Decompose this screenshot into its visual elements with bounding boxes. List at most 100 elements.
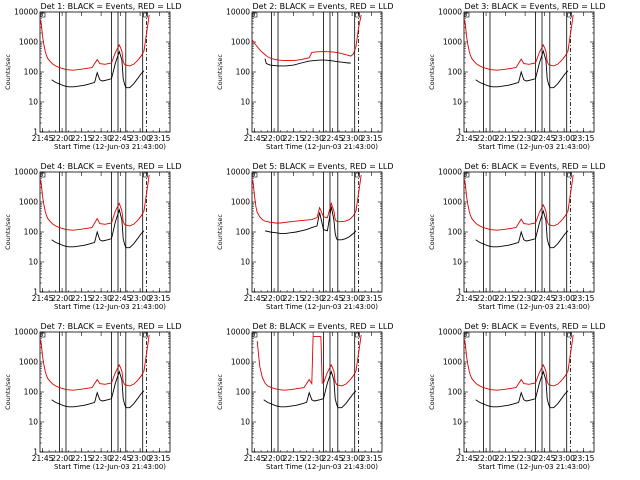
x-tick-label: 21:45 [32,454,54,463]
x-tick-label: 22:00 [475,454,497,463]
series-line-lld [39,334,150,391]
y-tick-label: 100 [448,228,463,237]
x-axis-label: Start Time (12-Jun-03 21:43:00) [54,143,166,151]
y-tick-label: 100 [236,388,251,397]
series-line-events [475,209,569,249]
y-tick-label: 10000 [14,328,38,337]
y-tick-label: 10000 [226,168,250,177]
series-line-lld [463,174,574,231]
x-tick-label: 22:30 [90,454,112,463]
y-tick-label: 100 [24,228,39,237]
chart-svg: Det 7: BLACK = Events, RED = LLD 1 10 100 10… [4,322,181,471]
x-tick-label: 22:00 [475,294,497,303]
y-tick-label: 10 [240,98,250,107]
detector-panel-2: Det 2: BLACK = Events, RED = LLD 1 10 100 10… [212,0,422,160]
y-tick-label: 10 [452,98,462,107]
x-tick-label: 23:15 [361,294,383,303]
y-axis-label: Counts/sec [428,214,436,250]
x-tick-label: 21:45 [244,294,266,303]
x-tick-label: 22:45 [534,294,556,303]
y-tick-label: 1 [457,128,462,137]
x-tick-label: 22:45 [322,454,344,463]
y-tick-label: 1000 [19,198,38,207]
y-tick-label: 1000 [19,358,38,367]
y-tick-label: 10000 [226,8,250,17]
x-tick-label: 23:15 [149,294,171,303]
y-tick-label: 1000 [231,358,250,367]
corner-marker-right [567,172,572,178]
x-tick-label: 22:30 [514,294,536,303]
x-tick-label: 22:00 [475,134,497,143]
chart-svg: Det 4: BLACK = Events, RED = LLD 1 10 100 10… [4,162,181,311]
x-tick-label: 22:45 [110,134,132,143]
corner-marker-right [355,172,360,178]
chart-svg: Det 3: BLACK = Events, RED = LLD 1 10 100 10… [428,2,605,151]
y-tick-label: 1000 [443,358,462,367]
y-axis-label: Counts/sec [428,374,436,410]
x-tick-label: 22:30 [302,454,324,463]
y-tick-label: 1000 [443,38,462,47]
y-tick-label: 1000 [443,198,462,207]
corner-marker-right [567,332,572,338]
x-axis-label: Start Time (12-Jun-03 21:43:00) [266,303,378,311]
x-axis-label: Start Time (12-Jun-03 21:43:00) [54,463,166,471]
y-tick-label: 100 [448,388,463,397]
chart-title: Det 2: BLACK = Events, RED = LLD [253,2,394,11]
x-tick-label: 22:15 [495,294,517,303]
series-line-events [51,208,145,249]
x-tick-label: 23:15 [149,454,171,463]
x-tick-label: 23:00 [129,454,151,463]
x-tick-label: 23:00 [129,294,151,303]
x-tick-label: 23:00 [129,134,151,143]
series-line-lld [463,14,574,71]
x-tick-label: 23:00 [553,134,575,143]
x-tick-label: 23:00 [341,134,363,143]
chart-title: Det 8: BLACK = Events, RED = LLD [253,322,394,331]
x-tick-label: 21:45 [456,294,478,303]
y-tick-label: 10 [452,258,462,267]
series-line-events [51,50,145,89]
chart-svg: Det 8: BLACK = Events, RED = LLD 1 10 100 10… [216,322,394,471]
y-tick-label: 100 [24,388,39,397]
x-tick-label: 22:00 [263,134,285,143]
y-tick-label: 1 [245,288,250,297]
y-tick-label: 1 [245,128,250,137]
chart-title: Det 9: BLACK = Events, RED = LLD [465,322,606,331]
x-tick-label: 21:45 [244,454,266,463]
x-tick-label: 23:15 [573,454,595,463]
x-tick-label: 22:30 [302,134,324,143]
x-tick-label: 22:00 [263,294,285,303]
chart-svg: Det 9: BLACK = Events, RED = LLD 1 10 100 10… [428,322,606,471]
x-axis-label: Start Time (12-Jun-03 21:43:00) [478,143,590,151]
x-tick-label: 23:00 [341,294,363,303]
y-tick-label: 1000 [19,38,38,47]
y-tick-label: 10000 [226,328,250,337]
x-tick-label: 23:00 [553,294,575,303]
x-tick-label: 22:30 [514,454,536,463]
detector-panel-4: Det 4: BLACK = Events, RED = LLD 1 10 100 10… [0,160,210,320]
y-tick-label: 10 [452,418,462,427]
y-axis-label: Counts/sec [4,214,12,250]
y-tick-label: 10 [240,258,250,267]
x-tick-label: 23:00 [341,454,363,463]
series-line-events [475,49,569,89]
detector-panel-6: Det 6: BLACK = Events, RED = LLD 1 10 100 10… [424,160,634,320]
series-line-events [51,370,145,409]
x-tick-label: 22:45 [110,294,132,303]
x-tick-label: 23:15 [361,454,383,463]
x-tick-label: 22:45 [534,454,556,463]
chart-title: Det 1: BLACK = Events, RED = LLD [41,2,182,11]
x-tick-label: 21:45 [32,134,54,143]
corner-marker-right [355,332,360,338]
x-tick-label: 22:45 [322,294,344,303]
x-tick-label: 22:15 [71,134,93,143]
corner-marker-right [143,332,148,338]
y-tick-label: 10000 [14,8,38,17]
detector-panel-5: Det 5: BLACK = Events, RED = LLD 1 10 100 10… [212,160,422,320]
series-line-lld [463,334,574,391]
series-line-lld [39,174,150,231]
x-tick-label: 22:45 [110,454,132,463]
y-axis-label: Counts/sec [216,214,224,250]
y-axis-label: Counts/sec [216,374,224,410]
